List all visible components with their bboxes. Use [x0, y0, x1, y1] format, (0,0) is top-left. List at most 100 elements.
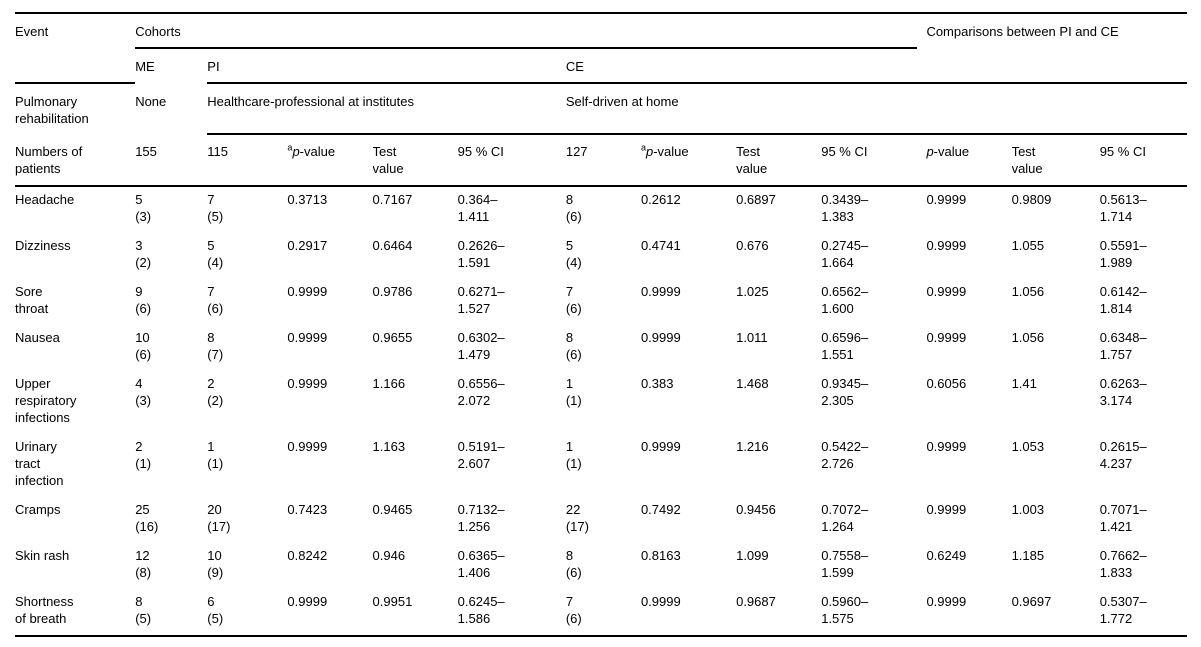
- header-row-spanners: Event Cohorts Comparisons between PI and…: [15, 14, 1187, 49]
- header-pi-testvalue: Test value: [372, 135, 458, 187]
- cell-ce-ci: 0.9345– 2.305: [821, 376, 869, 408]
- header-row-cohort-groups: ME PI CE: [15, 49, 1187, 84]
- header-rehab-pi: Healthcare-professional at institutes: [207, 84, 566, 135]
- cell-pi-ci: 0.7132– 1.256: [457, 502, 505, 534]
- p-suffix: -value: [299, 144, 336, 159]
- cell-comp-test: 1.055: [1011, 238, 1045, 253]
- cell-pi-p: 0.9999: [287, 594, 328, 609]
- header-comparisons-spacer: [926, 49, 1187, 84]
- header-rehab-comparisons-spacer: [926, 84, 1187, 135]
- cell-ce-test: 1.011: [736, 330, 768, 345]
- cell-pi-n: 1 (1): [207, 439, 224, 471]
- table-row: Urinary tract infection 2 (1) 1 (1) 0.99…: [15, 434, 1187, 497]
- header-ce-testvalue: Test value: [736, 135, 822, 187]
- cell-pi-ci: 0.6271– 1.527: [457, 284, 505, 316]
- cell-ce-ci: 0.6562– 1.600: [821, 284, 869, 316]
- cell-me: 5 (3): [135, 192, 152, 224]
- p-suffix: -value: [653, 144, 689, 159]
- cell-pi-n: 20 (17): [207, 502, 231, 534]
- cell-comp-p: 0.9999: [926, 439, 967, 454]
- cell-ce-p: 0.2612: [640, 192, 681, 207]
- cell-pi-test: 0.9655: [372, 330, 413, 345]
- cell-comp-ci: 0.5307– 1.772: [1099, 594, 1147, 626]
- cell-ce-test: 0.9456: [736, 502, 776, 517]
- header-comparisons: Comparisons between PI and CE: [926, 24, 1119, 39]
- cell-pi-test: 0.6464: [372, 238, 413, 253]
- header-ce-ci: 95 % CI: [821, 135, 927, 187]
- cell-ce-test: 1.099: [736, 548, 769, 563]
- cell-pi-p: 0.3713: [287, 192, 328, 207]
- table-row: Skin rash 12 (8) 10 (9) 0.8242 0.946 0.6…: [15, 543, 1187, 589]
- cell-event: Nausea: [15, 330, 60, 345]
- cell-pi-n: 2 (2): [207, 376, 224, 408]
- cell-comp-p: 0.9999: [926, 192, 967, 207]
- cell-comp-p: 0.9999: [926, 284, 967, 299]
- cell-ce-test: 1.216: [736, 439, 769, 454]
- cell-ce-ci: 0.7072– 1.264: [821, 502, 869, 534]
- cell-event: Upper respiratory infections: [15, 376, 77, 425]
- cell-comp-test: 1.003: [1011, 502, 1045, 517]
- header-ce: CE: [565, 49, 927, 84]
- cell-pi-n: 6 (5): [207, 594, 224, 626]
- cell-me: 8 (5): [135, 594, 152, 626]
- cell-me: 9 (6): [135, 284, 152, 316]
- cell-pi-test: 0.9786: [372, 284, 413, 299]
- table-row: Nausea 10 (6) 8 (7) 0.9999 0.9655 0.6302…: [15, 325, 1187, 371]
- cell-pi-p: 0.9999: [287, 284, 328, 299]
- cell-ce-n: 22 (17): [565, 502, 589, 534]
- cell-pi-test: 0.9951: [372, 594, 413, 609]
- cell-me: 12 (8): [135, 548, 152, 580]
- cell-ce-p: 0.7492: [640, 502, 681, 517]
- cell-pi-p: 0.9999: [287, 439, 328, 454]
- p-symbol: p: [292, 144, 300, 159]
- cell-me: 2 (1): [135, 439, 152, 471]
- cell-ce-ci: 0.5960– 1.575: [821, 594, 869, 626]
- cell-pi-test: 0.7167: [372, 192, 413, 207]
- cell-pi-ci: 0.364– 1.411: [457, 192, 498, 224]
- cell-ce-p: 0.9999: [640, 284, 681, 299]
- cell-event: Shortness of breath: [15, 594, 74, 626]
- cell-pi-p: 0.7423: [287, 502, 328, 517]
- cell-pi-ci: 0.6302– 1.479: [457, 330, 505, 362]
- cell-ce-p: 0.9999: [640, 594, 681, 609]
- header-ce-pvalue: ap-value: [640, 135, 737, 187]
- cell-pi-test: 1.163: [372, 439, 406, 454]
- cell-ce-ci: 0.7558– 1.599: [821, 548, 869, 580]
- cell-pi-test: 1.166: [372, 376, 406, 391]
- cell-comp-ci: 0.7662– 1.833: [1099, 548, 1147, 580]
- p-symbol: p: [926, 144, 934, 159]
- cell-pi-ci: 0.6365– 1.406: [457, 548, 505, 580]
- header-rehab-ce: Self-driven at home: [565, 84, 927, 135]
- cell-ce-n: 1 (1): [565, 376, 582, 408]
- cell-ce-test: 0.9687: [736, 594, 776, 609]
- cell-ce-test: 1.025: [736, 284, 769, 299]
- header-pi-pvalue: ap-value: [287, 135, 373, 187]
- cell-ce-p: 0.4741: [640, 238, 681, 253]
- cell-pi-n: 5 (4): [207, 238, 224, 270]
- header-pi-count: 115: [207, 135, 288, 187]
- header-me: ME: [135, 59, 155, 74]
- cell-pi-test: 0.9465: [372, 502, 413, 517]
- cell-comp-test: 1.053: [1011, 439, 1045, 454]
- cell-ce-p: 0.8163: [640, 548, 681, 563]
- cell-comp-ci: 0.6142– 1.814: [1099, 284, 1147, 316]
- cell-me: 25 (16): [135, 502, 159, 534]
- cell-comp-test: 0.9697: [1011, 594, 1052, 609]
- cell-comp-p: 0.6249: [926, 548, 967, 563]
- cell-pi-p: 0.9999: [287, 330, 328, 345]
- cell-pi-test: 0.946: [372, 548, 406, 563]
- header-pi-ci: 95 % CI: [457, 135, 566, 187]
- cell-ce-n: 8 (6): [565, 548, 582, 580]
- cell-ce-p: 0.9999: [640, 330, 681, 345]
- cell-ce-ci: 0.3439– 1.383: [821, 192, 869, 224]
- header-cohorts: Cohorts: [135, 14, 927, 49]
- header-row-columns: Numbers of patients 155 115 ap-value Tes…: [15, 135, 1187, 187]
- cell-comp-test: 1.056: [1011, 330, 1045, 345]
- cell-comp-test: 1.185: [1011, 548, 1045, 563]
- cell-event: Headache: [15, 192, 75, 207]
- cell-ce-test: 0.6897: [736, 192, 776, 207]
- cell-ce-ci: 0.6596– 1.551: [821, 330, 869, 362]
- cell-ce-test: 0.676: [736, 238, 769, 253]
- table-row: Sore throat 9 (6) 7 (6) 0.9999 0.9786 0.…: [15, 279, 1187, 325]
- footnote-marker: a: [640, 142, 646, 153]
